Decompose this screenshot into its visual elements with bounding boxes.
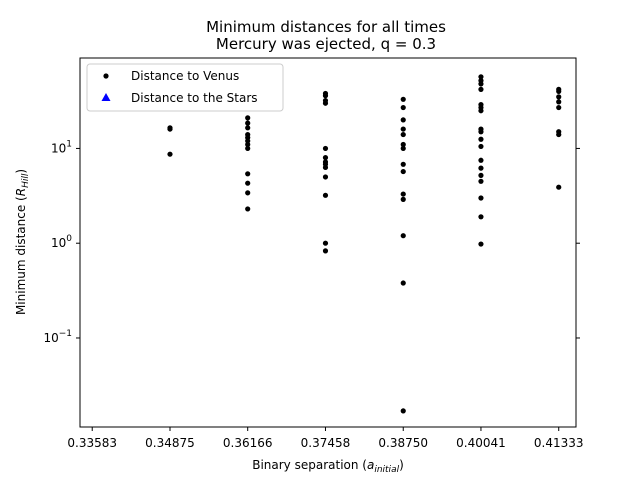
data-point bbox=[400, 408, 406, 414]
data-point bbox=[400, 117, 406, 123]
x-tick-label: 0.34875 bbox=[145, 436, 195, 450]
data-point bbox=[478, 172, 484, 178]
plot-area bbox=[79, 57, 577, 428]
data-point bbox=[400, 126, 406, 132]
data-point bbox=[322, 174, 329, 180]
data-point bbox=[400, 161, 406, 167]
data-point bbox=[478, 157, 484, 163]
data-point bbox=[167, 126, 173, 132]
legend: Distance to Venus Distance to the Stars bbox=[86, 63, 284, 112]
legend-box bbox=[86, 63, 284, 112]
x-tick-label: 0.37458 bbox=[301, 436, 351, 450]
y-tick-label: 10−1 bbox=[43, 329, 72, 345]
y-tick-label: 100 bbox=[51, 234, 72, 250]
x-axis: 0.33583 0.34875 0.36166 0.37458 0.38750 0.400… bbox=[67, 427, 584, 450]
data-point bbox=[478, 86, 484, 92]
scatter-points bbox=[167, 74, 562, 414]
data-point bbox=[322, 93, 329, 99]
data-point bbox=[322, 164, 329, 171]
data-point bbox=[322, 155, 329, 161]
legend-venus-marker bbox=[103, 73, 109, 79]
x-axis-label: Binary separation (ainitial) bbox=[252, 458, 404, 475]
data-point bbox=[322, 192, 329, 198]
data-point bbox=[556, 94, 562, 100]
data-point bbox=[478, 214, 484, 220]
data-point bbox=[245, 190, 251, 196]
x-tick-label: 0.40041 bbox=[456, 436, 506, 450]
data-point bbox=[322, 145, 329, 152]
data-point bbox=[556, 131, 562, 138]
data-point bbox=[556, 88, 562, 94]
data-point bbox=[478, 143, 484, 150]
data-point bbox=[478, 129, 484, 135]
data-point bbox=[556, 99, 562, 105]
data-point bbox=[167, 151, 173, 157]
data-point bbox=[245, 138, 251, 144]
data-point bbox=[245, 180, 251, 186]
y-tick-label: 101 bbox=[51, 139, 72, 155]
data-point bbox=[400, 141, 406, 148]
data-point bbox=[245, 171, 251, 177]
data-point bbox=[400, 191, 406, 197]
data-point bbox=[400, 96, 406, 102]
data-point bbox=[400, 233, 406, 239]
data-point bbox=[400, 196, 406, 202]
data-point bbox=[245, 125, 251, 131]
data-point bbox=[556, 184, 562, 190]
data-point bbox=[556, 104, 562, 111]
data-point bbox=[478, 74, 484, 80]
data-point bbox=[478, 136, 484, 142]
data-point bbox=[245, 115, 251, 121]
data-point bbox=[245, 141, 251, 148]
chart-title-line2: Mercury was ejected, q = 0.3 bbox=[216, 35, 436, 53]
data-point bbox=[400, 104, 406, 111]
x-tick-label: 0.33583 bbox=[67, 436, 117, 450]
data-point bbox=[478, 108, 484, 114]
y-axis-label: Minimum distance (RHill) bbox=[14, 169, 31, 315]
data-point bbox=[478, 241, 484, 247]
data-point bbox=[245, 120, 251, 126]
legend-stars-label: Distance to the Stars bbox=[131, 91, 258, 105]
x-tick-label: 0.41333 bbox=[534, 436, 584, 450]
data-point bbox=[478, 178, 484, 184]
data-point bbox=[400, 145, 406, 152]
y-axis: 10−1 100 101 bbox=[43, 139, 580, 345]
data-point bbox=[322, 240, 329, 246]
data-point bbox=[478, 195, 484, 201]
data-point bbox=[400, 131, 406, 138]
legend-venus-label: Distance to Venus bbox=[131, 69, 239, 83]
data-point bbox=[400, 280, 406, 286]
chart-title-line1: Minimum distances for all times bbox=[206, 18, 446, 36]
x-tick-label: 0.38750 bbox=[378, 436, 428, 450]
legend-stars-marker bbox=[101, 93, 111, 101]
data-point bbox=[400, 168, 406, 175]
data-point bbox=[245, 145, 251, 152]
data-point bbox=[478, 165, 484, 171]
data-point bbox=[245, 206, 251, 212]
x-tick-label: 0.36166 bbox=[223, 436, 273, 450]
data-point bbox=[322, 248, 329, 254]
data-point bbox=[478, 81, 484, 87]
data-point bbox=[322, 100, 329, 106]
